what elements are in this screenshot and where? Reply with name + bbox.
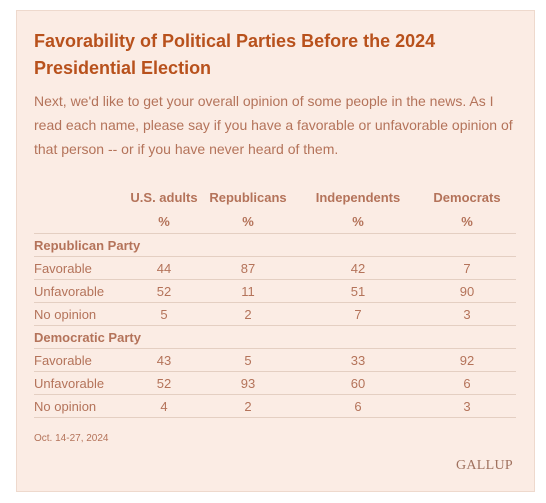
cell-value: 44 xyxy=(130,256,198,280)
cell-value: 51 xyxy=(298,279,418,303)
cell-value: 5 xyxy=(198,348,298,372)
cell-value: 3 xyxy=(418,302,516,326)
survey-date: Oct. 14-27, 2024 xyxy=(34,433,109,444)
row-label: Unfavorable xyxy=(34,371,130,395)
cell-value: 7 xyxy=(298,302,418,326)
cell-value: 52 xyxy=(130,279,198,303)
cell-value: 7 xyxy=(418,256,516,280)
table-row: No opinion 4 2 6 3 xyxy=(34,394,516,418)
cell-value: 6 xyxy=(298,394,418,418)
cell-value: 42 xyxy=(298,256,418,280)
row-label: Unfavorable xyxy=(34,279,130,303)
row-label: Favorable xyxy=(34,348,130,372)
col-header-democrats: Democrats xyxy=(433,189,501,205)
col-header-us-adults: U.S. adults xyxy=(130,189,198,205)
cell-value: 6 xyxy=(418,371,516,395)
favorability-table: U.S. adults Republicans Independents Dem… xyxy=(34,185,516,418)
cell-value: 92 xyxy=(418,348,516,372)
table-row: Unfavorable 52 93 60 6 xyxy=(34,371,516,395)
cell-value: 3 xyxy=(418,394,516,418)
cell-value: 52 xyxy=(130,371,198,395)
cell-value: 2 xyxy=(198,302,298,326)
empty-header xyxy=(34,185,130,209)
group-label-republican-party: Republican Party xyxy=(34,233,516,257)
unit-label: % xyxy=(298,209,418,234)
cell-value: 5 xyxy=(130,302,198,326)
table-row: Favorable 43 5 33 92 xyxy=(34,348,516,372)
cell-value: 90 xyxy=(418,279,516,303)
cell-value: 11 xyxy=(198,279,298,303)
col-header-republicans: Republicans xyxy=(209,189,287,205)
cell-value: 2 xyxy=(198,394,298,418)
row-label: No opinion xyxy=(34,302,130,326)
question-text: Next, we'd like to get your overall opin… xyxy=(34,93,513,157)
table-row: Unfavorable 52 11 51 90 xyxy=(34,279,516,303)
col-header-independents: Independents xyxy=(315,189,401,205)
cell-value: 87 xyxy=(198,256,298,280)
unit-header-row: % % % % xyxy=(34,209,516,234)
page-title: Favorability of Political Parties Before… xyxy=(34,31,436,78)
cell-value: 4 xyxy=(130,394,198,418)
group-label-democratic-party: Democratic Party xyxy=(34,325,516,349)
gallup-logo: GALLUP xyxy=(455,458,513,473)
cell-value: 43 xyxy=(130,348,198,372)
unit-label: % xyxy=(130,209,198,234)
cell-value: 33 xyxy=(298,348,418,372)
column-header-row: U.S. adults Republicans Independents Dem… xyxy=(34,185,516,209)
unit-label: % xyxy=(198,209,298,234)
group-header-row: Republican Party xyxy=(34,233,516,257)
chart-card: Favorability of Political Parties Before… xyxy=(16,10,535,492)
table-row: Favorable 44 87 42 7 xyxy=(34,256,516,280)
row-label: No opinion xyxy=(34,394,130,418)
cell-value: 60 xyxy=(298,371,418,395)
unit-label: % xyxy=(418,209,516,234)
group-header-row: Democratic Party xyxy=(34,325,516,349)
table-row: No opinion 5 2 7 3 xyxy=(34,302,516,326)
row-label: Favorable xyxy=(34,256,130,280)
empty-unit xyxy=(34,209,130,234)
cell-value: 93 xyxy=(198,371,298,395)
